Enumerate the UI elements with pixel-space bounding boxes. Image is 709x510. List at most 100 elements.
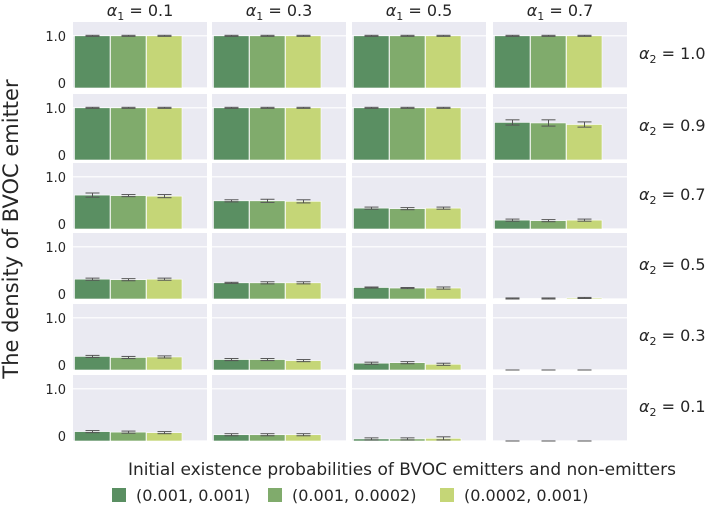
panel-background	[73, 375, 207, 441]
error-bar	[260, 281, 275, 285]
bar	[249, 107, 286, 161]
error-bar	[157, 34, 172, 37]
facet-panel	[212, 163, 346, 230]
bar	[74, 278, 111, 300]
error-bar	[224, 106, 239, 109]
y-tick-label: 1.0	[45, 383, 66, 398]
panel-background	[352, 375, 486, 441]
error-bar	[400, 361, 415, 365]
facet-panel	[212, 233, 346, 300]
row-title: α2 = 0.3	[639, 326, 706, 348]
row-title: α2 = 0.1	[639, 397, 706, 419]
error-bar	[400, 287, 415, 290]
bar	[249, 359, 286, 371]
panel-background	[352, 304, 486, 370]
bar	[146, 107, 183, 161]
facet-panel	[493, 304, 627, 371]
bar	[494, 35, 531, 89]
error-bar	[224, 281, 239, 284]
y-tick-label: 1.0	[45, 241, 66, 256]
error-bar	[85, 430, 100, 434]
error-bar	[121, 194, 136, 198]
error-bar	[224, 199, 239, 203]
facet-panel	[493, 163, 627, 230]
error-bar	[157, 194, 172, 199]
column-title: α1 = 0.5	[386, 1, 453, 23]
bar	[566, 124, 603, 161]
bar	[285, 107, 322, 161]
legend-swatch	[268, 488, 282, 502]
row-titles: α2 = 1.0 α2 = 0.9 α2 = 0.7 α2 = 0.5 α2 = 0.3…	[639, 44, 706, 419]
error-bar	[436, 286, 451, 290]
bar	[353, 287, 390, 300]
bar	[213, 282, 250, 300]
y-tick-label: 1.0	[45, 171, 66, 186]
facet-panel: 01.0	[45, 375, 207, 445]
error-bar	[296, 433, 311, 437]
bar	[110, 279, 147, 300]
error-bar	[85, 192, 100, 198]
error-bar	[400, 207, 415, 211]
panel-background	[493, 375, 627, 441]
error-bar	[260, 433, 275, 437]
bar	[389, 208, 426, 230]
y-tick-label: 0	[58, 359, 66, 374]
bar	[74, 107, 111, 161]
bar	[566, 35, 603, 89]
bar	[213, 35, 250, 89]
bar	[110, 357, 147, 371]
bar	[74, 356, 111, 371]
error-bar	[260, 106, 275, 109]
error-bar	[577, 121, 592, 128]
legend-swatch	[440, 488, 454, 502]
facet-panel: 01.0	[45, 304, 207, 374]
bar	[425, 107, 462, 161]
error-bar	[121, 278, 136, 282]
error-bar	[505, 218, 520, 222]
error-bar	[260, 198, 275, 203]
error-bar	[436, 106, 451, 109]
bar	[425, 207, 462, 230]
facet-panel	[352, 163, 486, 230]
error-bar	[364, 361, 379, 365]
facet-panel	[352, 233, 486, 300]
error-bar	[577, 218, 592, 222]
row-title: α2 = 0.5	[639, 255, 706, 277]
bar	[425, 287, 462, 300]
panel-background	[493, 233, 627, 299]
facet-panel	[493, 233, 627, 300]
panel-background	[493, 163, 627, 229]
row-title: α2 = 0.7	[639, 185, 706, 207]
error-bar	[157, 277, 172, 281]
error-bar	[505, 34, 520, 37]
error-bar	[436, 206, 451, 210]
facet-panel: 01.0	[45, 94, 207, 164]
error-bar	[224, 433, 239, 437]
error-bar	[436, 436, 451, 441]
error-bar	[121, 34, 136, 37]
error-bar	[85, 106, 100, 109]
bar	[389, 35, 426, 89]
bar	[249, 282, 286, 300]
error-bar	[577, 34, 592, 37]
error-bar	[541, 34, 556, 37]
bar	[146, 35, 183, 89]
facet-panel	[212, 375, 346, 442]
facet-panel	[212, 304, 346, 371]
error-bar	[296, 281, 311, 285]
y-tick-label: 0	[58, 218, 66, 233]
legend-item: (0.001, 0.0002)	[268, 486, 416, 505]
error-bar	[121, 355, 136, 360]
error-bar	[85, 277, 100, 281]
facet-panel	[493, 22, 627, 89]
error-bar	[364, 34, 379, 37]
error-bar	[364, 437, 379, 441]
y-tick-label: 0	[58, 430, 66, 445]
bar	[285, 201, 322, 230]
facet-panel	[493, 94, 627, 161]
row-title: α2 = 0.9	[639, 116, 706, 138]
error-bar	[400, 106, 415, 109]
legend-item: (0.0002, 0.001)	[440, 486, 588, 505]
y-tick-label: 1.0	[45, 30, 66, 45]
